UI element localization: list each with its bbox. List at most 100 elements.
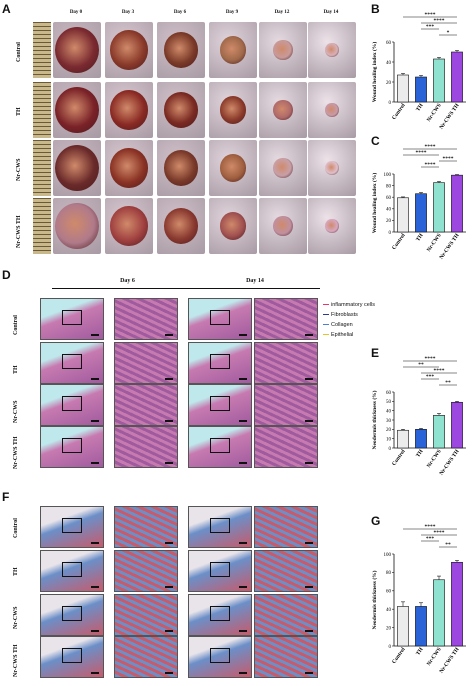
y-tick-label: 40 — [386, 208, 392, 213]
wound-photo — [105, 198, 153, 254]
day-label: Day 3 — [121, 10, 135, 15]
zoom-region-box — [62, 310, 82, 325]
histology-image — [188, 384, 252, 426]
legend-swatch — [323, 303, 329, 306]
legend-item-collagen: Collagen — [323, 322, 353, 328]
y-tick-label: 40 — [386, 608, 392, 613]
significance-label: ** — [445, 380, 451, 386]
bar — [433, 415, 445, 449]
wound-photo — [209, 198, 257, 254]
chart-b: 0 20 40 60 Wound healing index (%) Control TH N… — [371, 12, 466, 131]
x-tick-label: Nr-CWS — [426, 233, 443, 253]
y-tick-label: 20 — [386, 626, 392, 631]
day-divider — [52, 288, 202, 289]
wound-area — [325, 42, 339, 58]
wound-photo — [53, 198, 101, 254]
histology-image — [188, 342, 252, 384]
scale-bar — [239, 420, 247, 422]
day-label: Day 14 — [323, 10, 339, 15]
chart-c: 0 20 40 60 80 100 Wound healing index (%) Contr… — [371, 144, 466, 261]
scale-bar — [91, 586, 99, 588]
ruler — [33, 140, 51, 196]
scale-bar — [165, 378, 173, 380]
scale-bar — [239, 334, 247, 336]
histology-image — [254, 594, 318, 636]
x-tick-label: TH — [415, 448, 425, 459]
wound-area — [110, 30, 148, 70]
scale-bar — [165, 542, 173, 544]
wound-area — [110, 90, 148, 130]
wound-area — [325, 218, 339, 234]
bar — [397, 429, 409, 449]
zoom-region-box — [210, 606, 230, 621]
histology-image — [254, 384, 318, 426]
histology-image — [114, 506, 178, 548]
wound-photo — [157, 140, 205, 196]
bar — [415, 76, 427, 103]
ruler — [33, 22, 51, 78]
bar — [415, 193, 427, 233]
legend-item-inflammatory: inflammatory cells — [323, 302, 375, 308]
histology-image — [40, 426, 104, 468]
x-tick-label: Control — [391, 646, 407, 665]
scale-bar — [91, 334, 99, 336]
y-tick-label: 40 — [386, 61, 392, 66]
group-label-nr-cws: Nr-CWS — [13, 400, 19, 424]
zoom-region-box — [62, 562, 82, 577]
group-label-nr-cws-th: Nr-CWS TH — [16, 215, 22, 249]
significance-label: ** — [418, 362, 424, 368]
scale-bar — [239, 586, 247, 588]
histology-image — [254, 298, 318, 340]
wound-area — [273, 157, 293, 179]
significance-label: *** — [426, 374, 435, 380]
scale-bar — [165, 462, 173, 464]
wound-photo — [157, 82, 205, 138]
x-tick-label: Control — [391, 102, 407, 121]
scale-bar — [91, 542, 99, 544]
significance-label: **** — [434, 530, 445, 536]
histology-image — [188, 506, 252, 548]
bar — [397, 197, 409, 233]
panel-label-b: B — [371, 2, 380, 16]
scale-bar — [305, 586, 313, 588]
significance-label: ** — [445, 542, 451, 548]
significance-label: *** — [426, 24, 435, 30]
significance-label: **** — [425, 162, 436, 168]
bar — [415, 606, 427, 647]
zoom-region-box — [210, 354, 230, 369]
histology-image — [40, 636, 104, 678]
y-tick-label: 20 — [386, 428, 392, 433]
wound-photo — [308, 140, 356, 196]
wound-area — [219, 96, 247, 124]
scale-bar — [305, 542, 313, 544]
wound-area — [219, 212, 247, 240]
y-axis-label: Neodermis thickness (%) — [371, 570, 378, 629]
scale-bar — [91, 630, 99, 632]
wound-photo — [105, 82, 153, 138]
wound-photo — [53, 82, 101, 138]
wound-area — [325, 160, 339, 176]
group-label-control: Control — [13, 315, 19, 335]
scale-bar — [305, 378, 313, 380]
histology-image — [254, 550, 318, 592]
y-tick-label: 0 — [389, 645, 392, 650]
x-tick-label: Control — [391, 232, 407, 251]
significance-label: **** — [443, 156, 454, 162]
scale-bar — [239, 672, 247, 674]
panel-label-c: C — [371, 134, 380, 148]
y-tick-label: 20 — [386, 219, 392, 224]
scale-bar — [165, 586, 173, 588]
bar — [415, 429, 427, 449]
zoom-region-box — [62, 606, 82, 621]
chart-g: 0 20 40 60 80 100 Neodermis thickness (%) Contr… — [371, 524, 466, 675]
scale-bar — [165, 672, 173, 674]
scale-bar — [165, 630, 173, 632]
y-tick-label: 60 — [386, 590, 392, 595]
wound-area — [54, 202, 100, 250]
y-tick-label: 100 — [384, 173, 392, 178]
bar — [433, 579, 445, 647]
bar — [451, 401, 463, 449]
chart-e: 0 10 20 30 40 50 60 Neodermis thickness (%) Cont… — [371, 356, 466, 477]
panel-label-f: F — [2, 490, 10, 504]
x-tick-label: Control — [391, 448, 407, 467]
